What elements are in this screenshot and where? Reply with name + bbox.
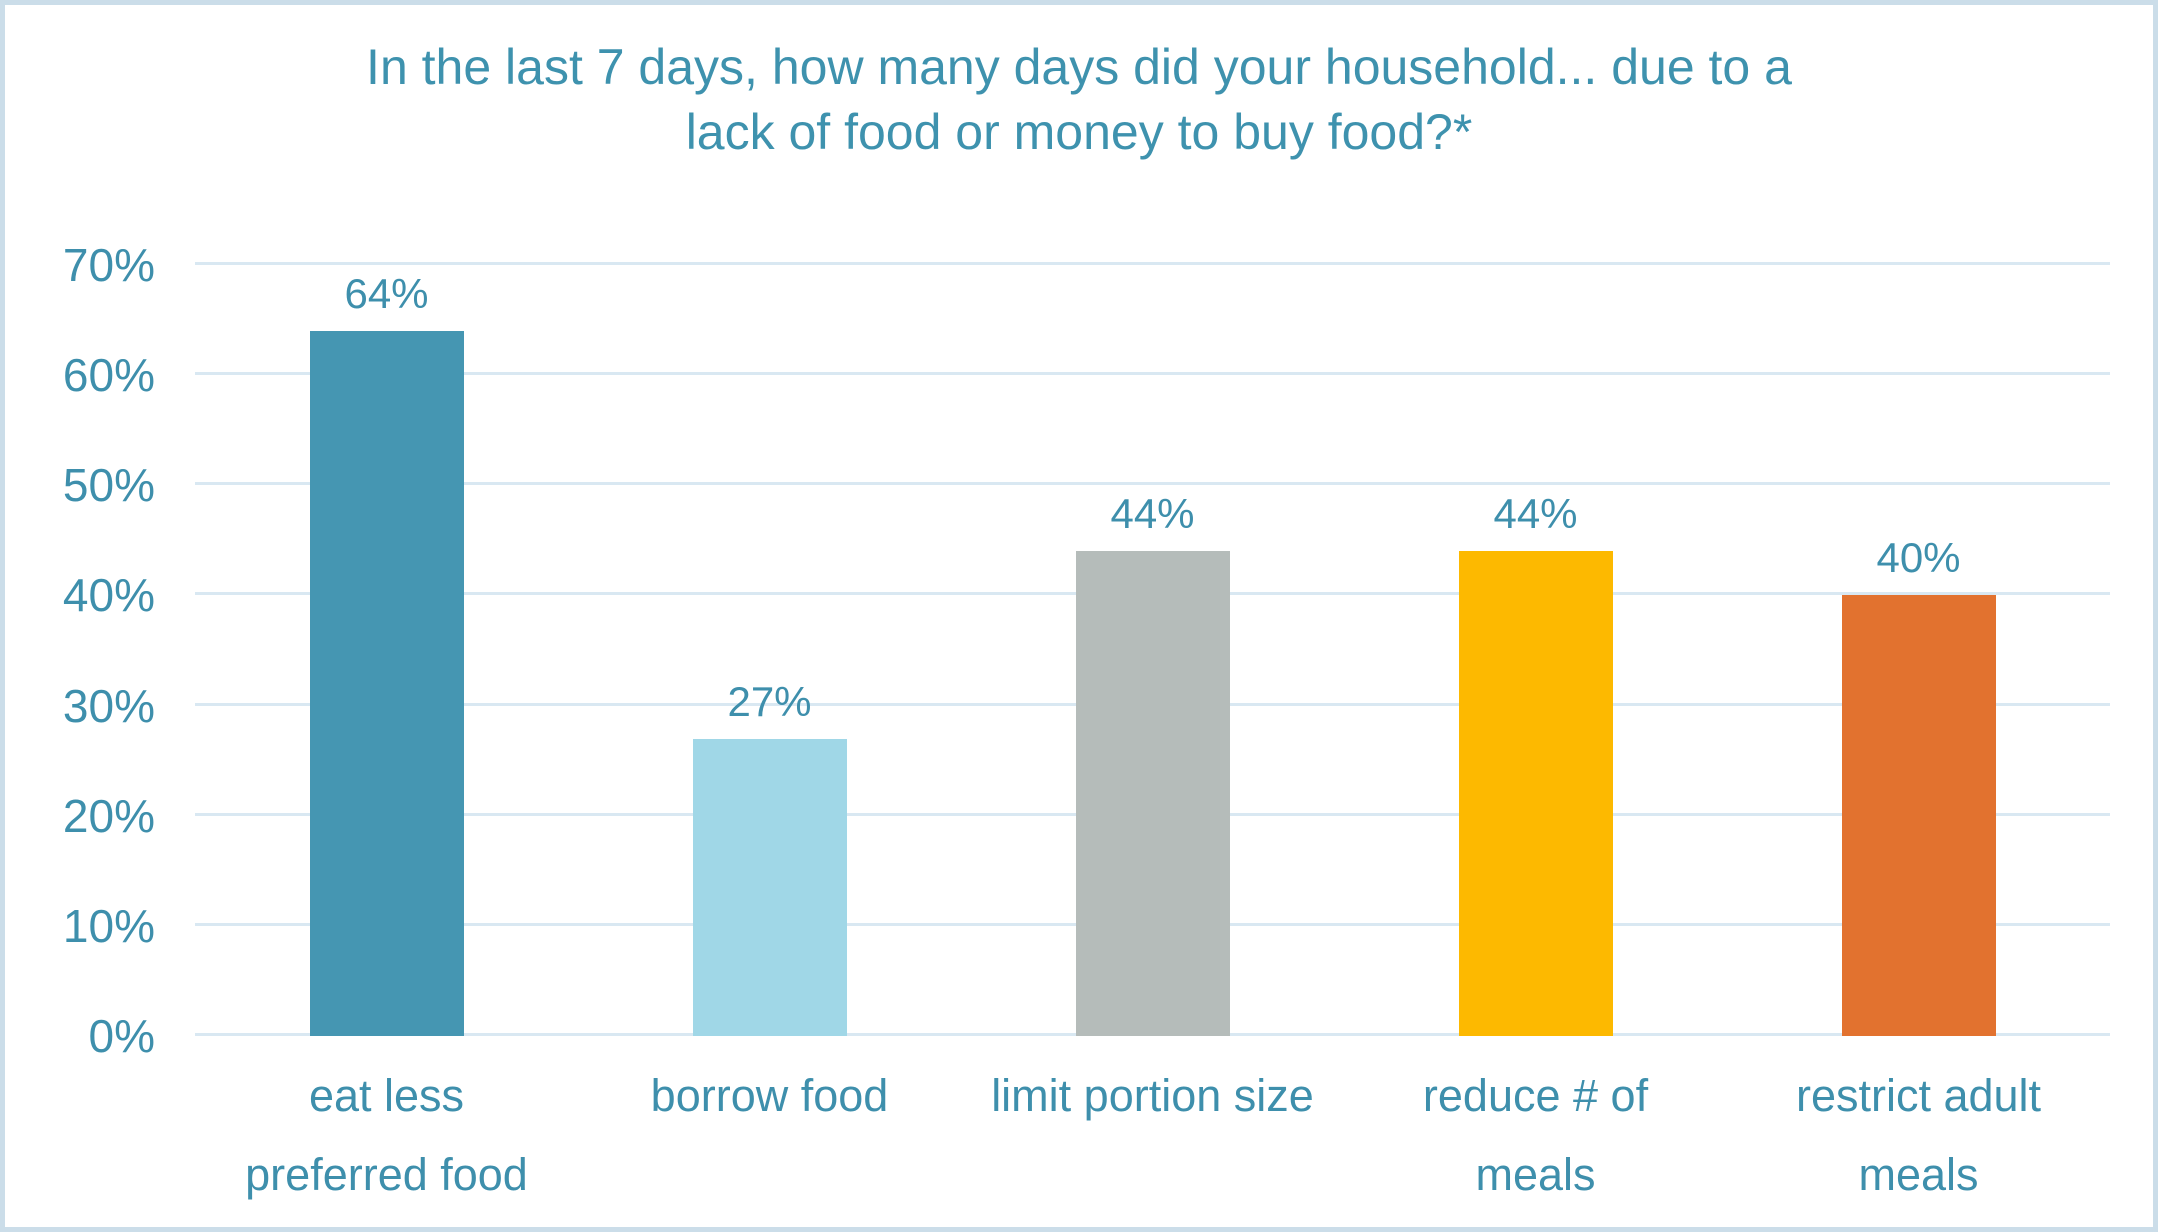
category-label-line: meals xyxy=(1475,1148,1596,1200)
y-tick-label-50%: 50% xyxy=(62,459,155,512)
bar-slot-4: 44% xyxy=(1344,493,1727,1036)
bar-value-label-1: 64% xyxy=(344,270,429,318)
category-label-line: restrict adult xyxy=(1795,1070,2042,1121)
bar-slot-2: 27% xyxy=(578,677,961,1036)
bar-slot-3: 44% xyxy=(961,493,1344,1036)
bar-3 xyxy=(1075,551,1230,1036)
bar-value-label-2: 27% xyxy=(727,677,812,725)
category-label-line: reduce # of xyxy=(1422,1070,1649,1121)
bar-2 xyxy=(692,738,847,1036)
bar-value-label-4: 44% xyxy=(1493,490,1578,538)
category-label-3: limit portion size xyxy=(961,1057,1344,1215)
y-tick-label-60%: 60% xyxy=(62,349,155,402)
x-axis-labels: eat less preferred food borrow food limit p… xyxy=(195,1057,2110,1215)
y-tick-label-20%: 20% xyxy=(62,789,155,842)
category-label-line: preferred food xyxy=(245,1148,528,1200)
category-label-1: eat less preferred food xyxy=(195,1057,578,1215)
bar-value-label-3: 44% xyxy=(1110,490,1195,538)
category-label-line: limit portion size xyxy=(991,1070,1314,1121)
y-axis: 0% 10% 20% 30% 40% 50% 60% 70% xyxy=(5,239,165,1062)
chart-title-line-2: lack of food or money to buy food?* xyxy=(685,104,1473,160)
bar-slot-5: 40% xyxy=(1727,537,2110,1036)
y-tick-label-30%: 30% xyxy=(62,679,155,732)
chart-title-line-1: In the last 7 days, how many days did yo… xyxy=(366,39,1792,95)
bar-4 xyxy=(1458,551,1613,1036)
chart-title: In the last 7 days, how many days did yo… xyxy=(5,35,2153,165)
bars: 64% 27% 44% 44% 40% xyxy=(195,265,2110,1036)
bar-1 xyxy=(309,331,464,1036)
y-tick-label-10%: 10% xyxy=(62,899,155,952)
plot-area: 64% 27% 44% 44% 40% xyxy=(195,262,2110,1036)
category-label-line: eat less xyxy=(308,1070,465,1121)
bar-slot-1: 64% xyxy=(195,273,578,1036)
category-label-5: restrict adult meals xyxy=(1727,1057,2110,1215)
y-tick-label-0%: 0% xyxy=(88,1010,155,1062)
y-tick-label-70%: 70% xyxy=(62,239,155,291)
bar-value-label-5: 40% xyxy=(1876,534,1961,582)
category-label-2: borrow food xyxy=(578,1057,961,1215)
gridline-50% xyxy=(195,482,2110,486)
category-label-4: reduce # of meals xyxy=(1344,1057,1727,1215)
gridline-60% xyxy=(195,372,2110,376)
bar-5 xyxy=(1841,595,1996,1036)
category-label-line: meals xyxy=(1858,1148,1979,1200)
y-tick-label-40%: 40% xyxy=(62,569,155,622)
category-label-line: borrow food xyxy=(650,1070,889,1121)
gridline-70% xyxy=(195,262,2110,265)
